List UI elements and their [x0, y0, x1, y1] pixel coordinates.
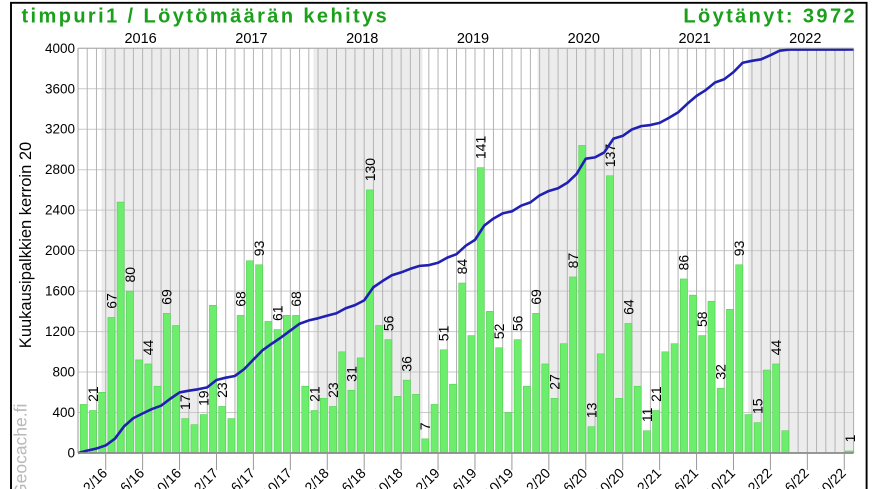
svg-text:2016: 2016: [124, 31, 156, 47]
svg-text:2000: 2000: [45, 243, 75, 258]
svg-text:69: 69: [159, 289, 175, 305]
svg-text:56: 56: [510, 315, 526, 331]
svg-text:timpuri1 / Löytömäärän kehitys: timpuri1 / Löytömäärän kehitys: [22, 6, 390, 28]
svg-text:1200: 1200: [45, 324, 75, 339]
svg-text:84: 84: [454, 259, 470, 275]
svg-text:19: 19: [196, 390, 212, 406]
svg-text:64: 64: [620, 299, 636, 315]
svg-text:0: 0: [67, 446, 75, 461]
svg-text:80: 80: [122, 267, 138, 283]
svg-text:11: 11: [639, 407, 655, 422]
svg-text:2022: 2022: [789, 31, 821, 47]
svg-text:2018: 2018: [346, 31, 378, 47]
svg-text:130: 130: [362, 158, 378, 182]
svg-text:56: 56: [380, 315, 396, 331]
svg-text:68: 68: [288, 291, 304, 307]
svg-text:137: 137: [602, 144, 618, 168]
svg-text:44: 44: [768, 340, 784, 356]
svg-text:4000: 4000: [45, 41, 75, 56]
svg-text:93: 93: [251, 240, 267, 256]
svg-text:23: 23: [325, 382, 341, 398]
svg-text:800: 800: [52, 365, 75, 380]
svg-text:2800: 2800: [45, 162, 75, 177]
svg-text:1600: 1600: [45, 284, 75, 299]
svg-text:23: 23: [214, 382, 230, 398]
svg-text:3200: 3200: [45, 122, 75, 137]
svg-text:3600: 3600: [45, 81, 75, 96]
svg-text:87: 87: [565, 253, 581, 269]
svg-text:2020: 2020: [568, 31, 600, 47]
svg-text:2019: 2019: [457, 31, 489, 47]
svg-text:15: 15: [750, 398, 766, 414]
svg-text:Löytänyt: 3972: Löytänyt: 3972: [683, 6, 857, 28]
svg-text:32: 32: [713, 364, 729, 380]
svg-text:21: 21: [648, 386, 664, 402]
svg-text:2400: 2400: [45, 203, 75, 218]
svg-text:69: 69: [528, 289, 544, 305]
svg-text:27: 27: [547, 374, 563, 390]
svg-text:Geocache.fi: Geocache.fi: [11, 404, 31, 489]
svg-text:21: 21: [85, 386, 101, 402]
svg-text:58: 58: [694, 311, 710, 327]
svg-text:51: 51: [436, 325, 452, 341]
svg-text:61: 61: [270, 305, 286, 321]
svg-text:68: 68: [233, 291, 249, 307]
svg-text:7: 7: [417, 422, 433, 430]
svg-text:17: 17: [177, 394, 193, 410]
svg-text:93: 93: [731, 240, 747, 256]
svg-text:21: 21: [306, 386, 322, 402]
svg-text:52: 52: [491, 323, 507, 339]
svg-text:44: 44: [140, 340, 156, 356]
svg-text:13: 13: [583, 402, 599, 418]
svg-text:31: 31: [343, 366, 359, 382]
svg-text:1: 1: [842, 434, 858, 442]
svg-text:2017: 2017: [235, 31, 267, 47]
svg-text:36: 36: [399, 356, 415, 372]
svg-text:141: 141: [473, 136, 489, 160]
svg-text:86: 86: [676, 255, 692, 271]
svg-text:Kuukausipalkkien kerroin 20: Kuukausipalkkien kerroin 20: [17, 142, 35, 348]
svg-text:400: 400: [52, 405, 75, 420]
svg-text:2021: 2021: [678, 31, 710, 47]
svg-text:67: 67: [103, 293, 119, 309]
